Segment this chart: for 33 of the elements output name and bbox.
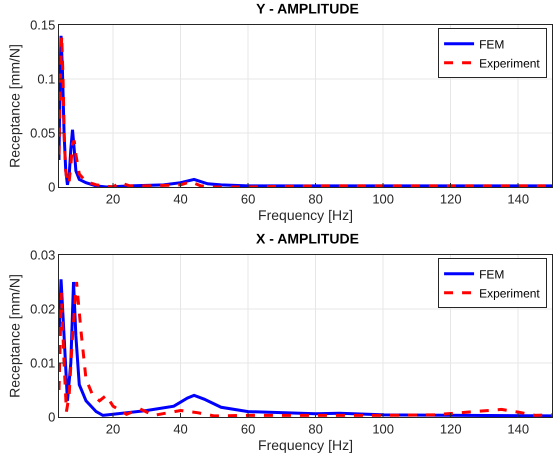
y-axis-title: Receptance [mm/N] xyxy=(6,274,23,398)
y-tick-label: 0.03 xyxy=(30,248,56,263)
x-tick-label: 140 xyxy=(507,192,530,207)
x-axis-title: Frequency [Hz] xyxy=(258,436,353,453)
legend-label: Experiment xyxy=(479,56,540,70)
chart-title: Y - AMPLITUDE xyxy=(256,0,359,16)
x-tick-label: 40 xyxy=(173,192,188,207)
x-tick-label: 100 xyxy=(372,422,394,437)
y-tick-label: 0.1 xyxy=(37,72,56,87)
x-tick-label: 40 xyxy=(173,422,188,437)
x-tick-label: 20 xyxy=(106,192,120,207)
line-series xyxy=(59,34,552,187)
y-axis-title: Receptance [mm/N] xyxy=(6,44,23,168)
y-tick-label: 0.01 xyxy=(30,356,56,371)
y-tick-label: 0 xyxy=(48,410,56,425)
legend-label: FEM xyxy=(479,267,504,282)
y-tick-label: 0.05 xyxy=(30,126,56,141)
x-axis-title: Frequency [Hz] xyxy=(258,206,353,223)
x-tick-label: 20 xyxy=(106,422,120,437)
x-tick-label: 140 xyxy=(507,422,530,437)
chart-title: X - AMPLITUDE xyxy=(256,230,359,246)
x-tick-label: 80 xyxy=(308,192,323,207)
x-tick-label: 100 xyxy=(372,192,394,207)
x-tick-label: 120 xyxy=(440,192,462,207)
y-tick-label: 0.15 xyxy=(30,18,56,33)
x-tick-label: 120 xyxy=(440,422,462,437)
x-tick-label: 60 xyxy=(240,192,256,207)
y-tick-label: 0.02 xyxy=(30,302,56,317)
y-tick-label: 0 xyxy=(48,180,56,195)
x-tick-label: 60 xyxy=(240,422,256,437)
legend-label: FEM xyxy=(479,37,504,52)
legend-label: Experiment xyxy=(479,286,540,300)
x-tick-label: 80 xyxy=(308,422,323,437)
